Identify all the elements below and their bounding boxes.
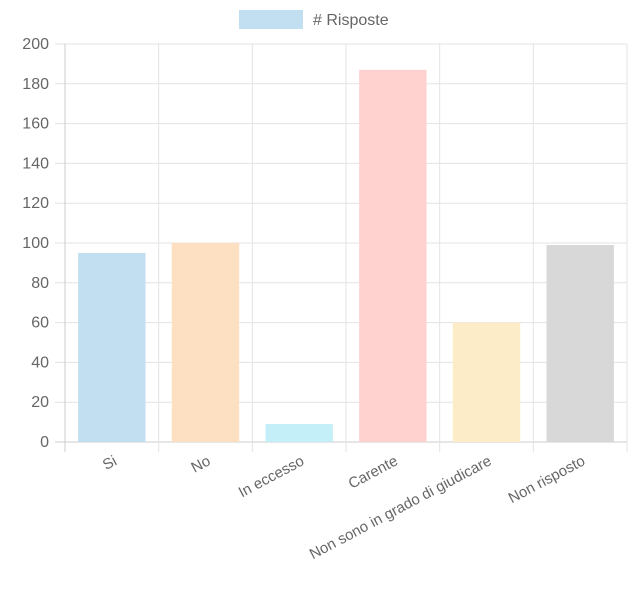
y-tick-label: 20 [31,394,49,411]
x-tick-label: Non sono in grado di giudicare [307,453,495,564]
y-tick-label: 40 [31,354,49,371]
legend-label: # Risposte [313,12,389,29]
bar[interactable] [452,322,521,442]
bar[interactable] [171,243,240,442]
x-tick-label: No [188,453,213,477]
y-tick-label: 60 [31,315,49,332]
y-tick-label: 180 [22,76,49,93]
y-tick-label: 100 [22,235,49,252]
y-axis-ticks: 0 20 40 60 80 100 120 140 160 180 200 [22,36,49,451]
x-tick-label: Carente [346,453,401,493]
y-tick-label: 120 [22,195,49,212]
y-tick-label: 80 [31,275,49,292]
y-tick-label: 140 [22,155,49,172]
legend-swatch [239,10,303,29]
y-tick-label: 0 [40,434,49,451]
bar[interactable] [265,424,333,442]
y-tick-label: 200 [22,36,49,53]
x-tick-label: Non risposto [506,453,588,508]
bar[interactable] [78,252,146,442]
bar[interactable] [546,244,614,442]
legend[interactable]: # Risposte [239,10,389,29]
x-tick-label: Si [100,453,120,474]
grid [55,43,628,452]
y-tick-label: 160 [22,116,49,133]
bars [78,69,614,443]
bar[interactable] [359,69,427,443]
x-tick-label: In eccesso [236,453,307,502]
